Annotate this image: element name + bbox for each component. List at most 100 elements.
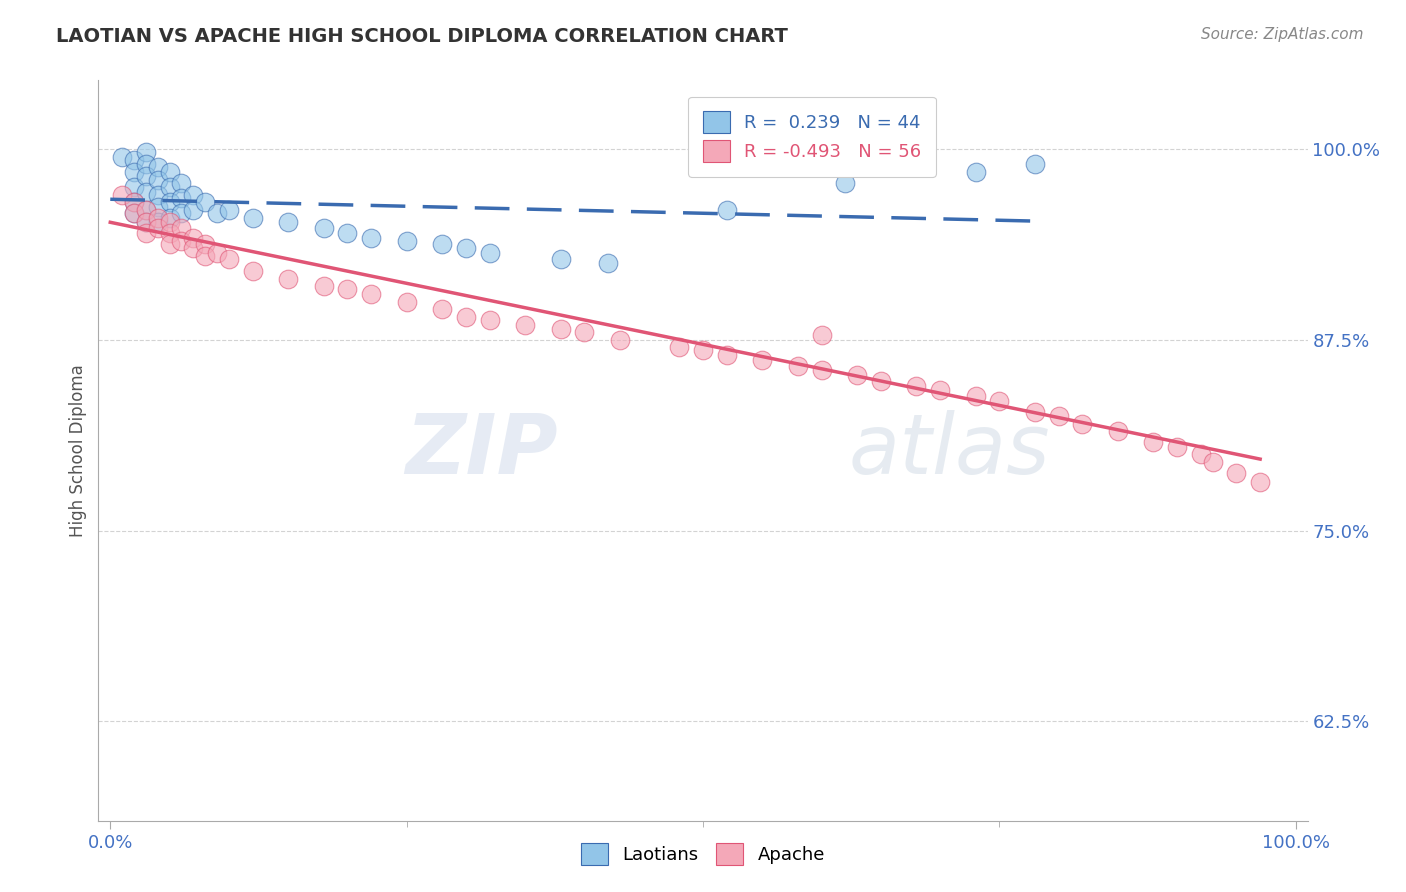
Point [1166,440,1188,454]
Point [716,202,738,217]
Point [146,221,169,235]
Point [146,172,169,186]
Point [170,234,193,248]
Point [146,187,169,202]
Point [181,241,204,255]
Point [205,245,228,260]
Point [1107,425,1129,439]
Point [181,202,204,217]
Point [135,215,157,229]
Point [454,241,477,255]
Point [135,226,157,240]
Point [194,249,217,263]
Point [965,389,987,403]
Point [668,340,690,354]
Point [122,206,145,220]
Point [135,202,157,217]
Point [135,145,157,159]
Point [135,169,157,184]
Point [550,322,572,336]
Point [869,374,891,388]
Point [159,215,181,229]
Point [598,256,620,270]
Point [218,252,240,266]
Legend: R =  0.239   N = 44, R = -0.493   N = 56: R = 0.239 N = 44, R = -0.493 N = 56 [689,96,936,177]
Point [170,176,193,190]
Point [1024,404,1046,418]
Point [277,271,299,285]
Point [395,234,418,248]
Point [159,195,181,210]
Point [478,313,501,327]
Point [751,352,773,367]
Point [146,215,169,229]
Point [1189,447,1212,461]
Point [122,153,145,167]
Point [1047,409,1070,423]
Text: atlas: atlas [848,410,1050,491]
Point [905,378,928,392]
Point [1202,455,1225,469]
Point [146,200,169,214]
Point [834,176,856,190]
Point [692,343,714,358]
Point [751,150,773,164]
Y-axis label: High School Diploma: High School Diploma [69,364,87,537]
Point [135,157,157,171]
Point [965,165,987,179]
Point [181,230,204,244]
Point [609,333,631,347]
Point [159,211,181,225]
Point [277,215,299,229]
Point [336,226,359,240]
Point [312,279,335,293]
Legend: Laotians, Apache: Laotians, Apache [572,834,834,874]
Text: Source: ZipAtlas.com: Source: ZipAtlas.com [1201,27,1364,42]
Point [218,202,240,217]
Text: LAOTIAN VS APACHE HIGH SCHOOL DIPLOMA CORRELATION CHART: LAOTIAN VS APACHE HIGH SCHOOL DIPLOMA CO… [56,27,789,45]
Point [1024,157,1046,171]
Point [786,359,808,373]
Point [1142,435,1164,450]
Point [122,165,145,179]
Point [336,282,359,296]
Point [181,187,204,202]
Point [432,302,454,317]
Point [122,180,145,194]
Point [194,195,217,210]
Point [1225,466,1247,480]
Point [1071,417,1094,431]
Point [515,318,537,332]
Text: ZIP: ZIP [405,410,558,491]
Point [194,236,217,251]
Point [432,236,454,251]
Point [159,180,181,194]
Point [716,348,738,362]
Point [122,195,145,210]
Point [159,226,181,240]
Point [205,206,228,220]
Point [395,294,418,309]
Point [242,264,264,278]
Point [135,185,157,199]
Point [846,368,869,382]
Point [111,187,134,202]
Point [146,161,169,175]
Point [122,195,145,210]
Point [159,165,181,179]
Point [988,393,1011,408]
Point [550,252,572,266]
Point [360,230,382,244]
Point [929,383,952,397]
Point [454,310,477,324]
Point [170,221,193,235]
Point [312,221,335,235]
Point [135,202,157,217]
Point [810,363,832,377]
Point [1249,475,1271,489]
Point [135,215,157,229]
Point [146,211,169,225]
Point [122,206,145,220]
Point [810,328,832,343]
Point [360,287,382,301]
